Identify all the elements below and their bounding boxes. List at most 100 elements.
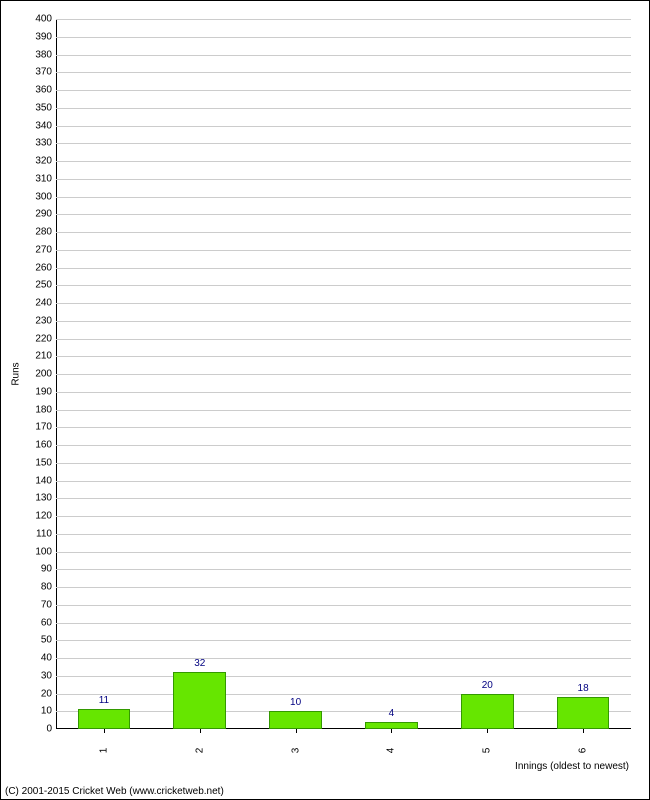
y-tick-label: 60 (18, 617, 52, 628)
gridline (56, 640, 631, 641)
x-tick-label: 4 (386, 748, 397, 754)
gridline (56, 339, 631, 340)
gridline (56, 445, 631, 446)
x-axis-label: Innings (oldest to newest) (515, 761, 629, 772)
x-tick (104, 729, 105, 733)
x-tick (200, 729, 201, 733)
gridline (56, 37, 631, 38)
gridline (56, 90, 631, 91)
plot-area: 0102030405060708090100110120130140150160… (56, 19, 631, 729)
y-tick-label: 120 (18, 511, 52, 522)
y-tick-label: 170 (18, 422, 52, 433)
bar (269, 711, 322, 729)
x-tick-label: 3 (290, 748, 301, 754)
bar (461, 694, 514, 730)
gridline (56, 19, 631, 20)
y-tick-label: 50 (18, 635, 52, 646)
gridline (56, 303, 631, 304)
y-tick-label: 20 (18, 688, 52, 699)
bar-value-label: 4 (389, 708, 395, 719)
y-tick-label: 80 (18, 582, 52, 593)
gridline (56, 55, 631, 56)
y-tick-label: 340 (18, 120, 52, 131)
y-tick-label: 220 (18, 333, 52, 344)
gridline (56, 268, 631, 269)
y-tick-label: 330 (18, 138, 52, 149)
gridline (56, 605, 631, 606)
gridline (56, 214, 631, 215)
gridline (56, 481, 631, 482)
gridline (56, 427, 631, 428)
gridline (56, 161, 631, 162)
gridline (56, 108, 631, 109)
gridline (56, 498, 631, 499)
y-tick-label: 100 (18, 546, 52, 557)
gridline (56, 126, 631, 127)
gridline (56, 197, 631, 198)
gridline (56, 463, 631, 464)
y-tick-label: 350 (18, 102, 52, 113)
gridline (56, 232, 631, 233)
x-tick-label: 2 (194, 748, 205, 754)
gridline (56, 552, 631, 553)
gridline (56, 374, 631, 375)
gridline (56, 143, 631, 144)
y-tick-label: 370 (18, 67, 52, 78)
gridline (56, 711, 631, 712)
bar-value-label: 18 (578, 683, 589, 694)
gridline (56, 179, 631, 180)
gridline (56, 623, 631, 624)
bar (78, 709, 131, 729)
y-tick-label: 110 (18, 528, 52, 539)
x-tick-label: 1 (98, 748, 109, 754)
gridline (56, 285, 631, 286)
bar-value-label: 20 (482, 680, 493, 691)
gridline (56, 392, 631, 393)
gridline (56, 516, 631, 517)
y-tick-label: 230 (18, 315, 52, 326)
y-tick-label: 200 (18, 369, 52, 380)
y-tick-label: 240 (18, 298, 52, 309)
y-tick-label: 310 (18, 173, 52, 184)
gridline (56, 72, 631, 73)
y-tick-label: 290 (18, 209, 52, 220)
x-tick-label: 6 (578, 748, 589, 754)
y-tick-label: 390 (18, 31, 52, 42)
y-tick-label: 400 (18, 14, 52, 25)
bar-value-label: 32 (194, 658, 205, 669)
gridline (56, 587, 631, 588)
y-tick-label: 260 (18, 262, 52, 273)
gridline (56, 694, 631, 695)
gridline (56, 658, 631, 659)
chart-frame: 0102030405060708090100110120130140150160… (0, 0, 650, 800)
y-tick-label: 30 (18, 670, 52, 681)
x-axis-line (56, 728, 631, 729)
copyright-text: (C) 2001-2015 Cricket Web (www.cricketwe… (5, 786, 224, 797)
bar (557, 697, 610, 729)
y-tick-label: 210 (18, 351, 52, 362)
bar (173, 672, 226, 729)
y-tick-label: 280 (18, 227, 52, 238)
y-tick-label: 160 (18, 440, 52, 451)
bar-value-label: 10 (290, 697, 301, 708)
y-tick-label: 150 (18, 457, 52, 468)
gridline (56, 321, 631, 322)
gridline (56, 250, 631, 251)
y-axis-label: Runs (11, 362, 22, 385)
x-tick (391, 729, 392, 733)
y-tick-label: 90 (18, 564, 52, 575)
y-tick-label: 180 (18, 404, 52, 415)
x-tick-label: 5 (482, 748, 493, 754)
x-tick (487, 729, 488, 733)
y-tick-label: 250 (18, 280, 52, 291)
gridline (56, 410, 631, 411)
y-tick-label: 10 (18, 706, 52, 717)
y-tick-label: 190 (18, 386, 52, 397)
bar-value-label: 11 (99, 695, 109, 706)
y-tick-label: 320 (18, 156, 52, 167)
y-tick-label: 270 (18, 244, 52, 255)
y-tick-label: 360 (18, 85, 52, 96)
y-tick-label: 40 (18, 653, 52, 664)
y-tick-label: 380 (18, 49, 52, 60)
y-tick-label: 70 (18, 599, 52, 610)
